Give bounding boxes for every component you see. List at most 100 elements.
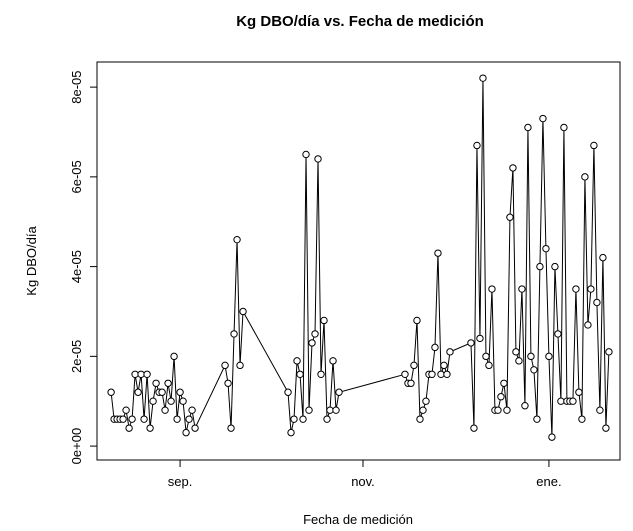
point	[560, 123, 568, 132]
point	[191, 424, 199, 432]
point	[221, 361, 229, 370]
x-tick-label: ene.	[536, 474, 561, 489]
x-axis-label: Fecha de medición	[303, 512, 413, 527]
point	[320, 316, 328, 325]
point	[584, 321, 592, 329]
point	[521, 402, 529, 410]
y-tick-label: 8e-05	[69, 71, 84, 104]
point	[230, 330, 238, 338]
point	[407, 379, 415, 387]
point	[515, 357, 523, 365]
point	[122, 406, 130, 414]
point	[581, 173, 589, 181]
point	[176, 388, 184, 396]
point	[482, 352, 490, 361]
point	[488, 285, 496, 293]
point	[161, 406, 169, 414]
x-tick-label: nov.	[351, 474, 375, 489]
point	[125, 424, 133, 432]
point	[170, 352, 178, 361]
point	[569, 397, 577, 405]
y-tick-label: 6e-05	[69, 160, 84, 193]
point	[533, 415, 541, 423]
point	[428, 370, 436, 378]
point	[293, 357, 301, 365]
y-axis-label: Kg DBO/día	[24, 226, 39, 296]
point	[572, 285, 580, 293]
point	[134, 388, 142, 396]
point	[605, 348, 613, 356]
point	[290, 415, 298, 423]
point	[551, 262, 559, 271]
point	[494, 406, 502, 414]
point	[236, 361, 244, 370]
point	[500, 379, 508, 387]
point	[437, 370, 445, 378]
point	[305, 406, 313, 414]
point	[149, 397, 157, 405]
point	[410, 361, 418, 370]
point	[188, 406, 196, 414]
point	[287, 428, 295, 437]
point	[578, 415, 586, 423]
point	[431, 343, 439, 352]
point	[599, 253, 607, 262]
x-tick-label: sep.	[168, 474, 193, 489]
point	[314, 155, 322, 163]
point	[137, 370, 145, 378]
point	[548, 433, 556, 441]
point	[308, 339, 316, 347]
point	[173, 415, 181, 423]
point	[128, 415, 136, 423]
point	[119, 415, 127, 423]
point	[416, 415, 424, 423]
point	[182, 428, 190, 437]
point	[302, 150, 310, 159]
point	[440, 361, 448, 370]
point	[545, 352, 553, 361]
point	[185, 415, 193, 423]
point	[476, 334, 484, 343]
point	[413, 316, 421, 325]
point	[506, 213, 514, 221]
point	[470, 424, 478, 432]
point	[557, 397, 565, 405]
point	[524, 123, 532, 132]
point	[518, 285, 526, 293]
chart-title: Kg DBO/día vs. Fecha de medición	[236, 13, 484, 30]
point	[131, 370, 139, 378]
plot-box	[96, 61, 621, 461]
y-tick-label: 2e-05	[69, 340, 84, 373]
point	[233, 235, 241, 244]
point	[542, 244, 550, 253]
point	[446, 348, 454, 356]
point	[497, 393, 505, 401]
point	[527, 352, 535, 361]
point	[167, 397, 175, 405]
y-tick-label: 0e+00	[69, 428, 84, 465]
point	[299, 415, 307, 423]
point	[434, 249, 442, 257]
point	[467, 339, 475, 347]
point	[587, 285, 595, 293]
point	[140, 415, 148, 423]
point	[473, 141, 481, 150]
point	[590, 141, 598, 150]
point	[224, 379, 232, 387]
point	[239, 307, 247, 316]
point	[530, 366, 538, 374]
point	[422, 397, 430, 405]
point	[554, 330, 562, 338]
series-line	[110, 78, 610, 438]
point	[326, 406, 334, 414]
point	[401, 370, 409, 378]
point	[311, 330, 319, 338]
point	[479, 74, 487, 82]
point	[503, 406, 511, 414]
point	[512, 348, 520, 356]
point	[419, 406, 427, 414]
point	[596, 406, 604, 414]
point	[317, 370, 325, 378]
point	[296, 370, 304, 378]
